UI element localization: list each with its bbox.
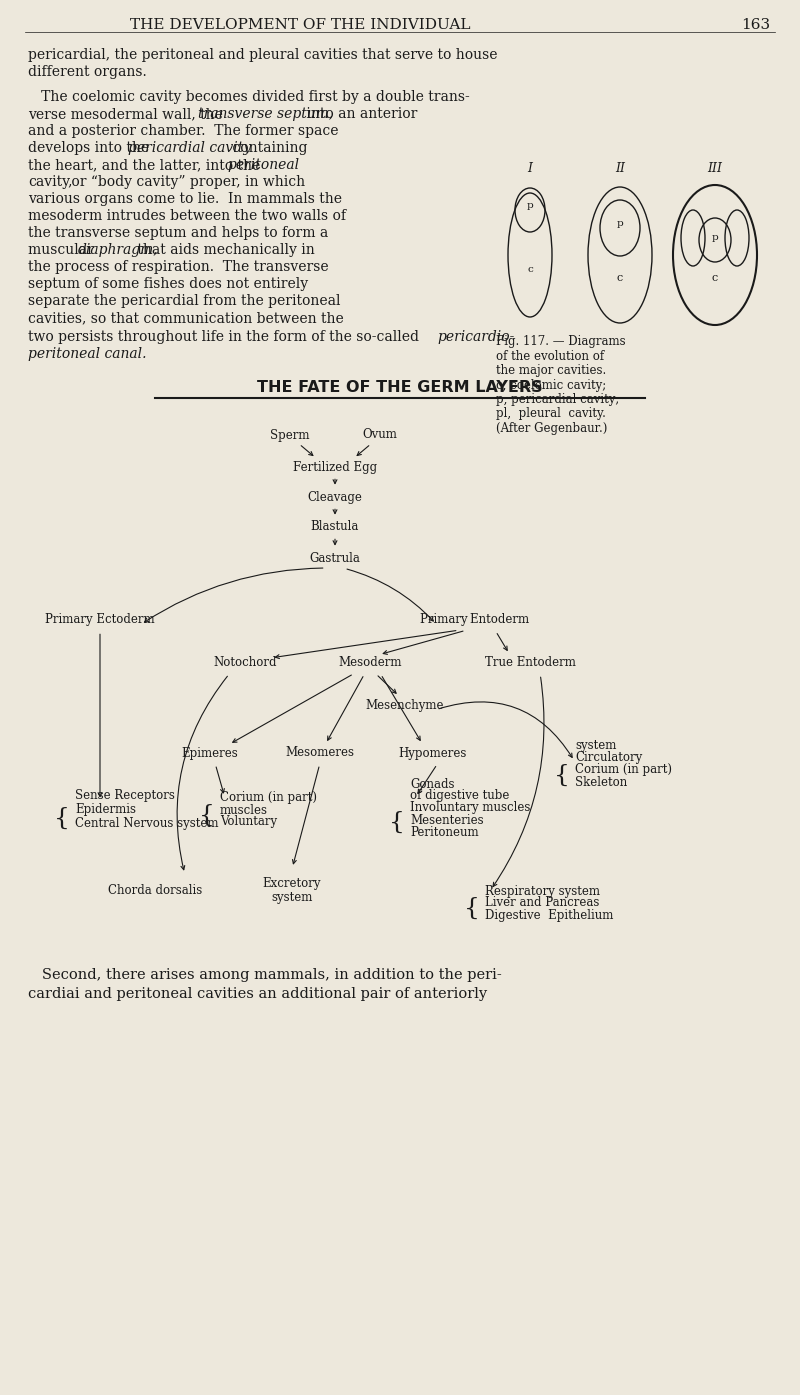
Text: of digestive tube: of digestive tube xyxy=(410,790,510,802)
Text: Digestive  Epithelium: Digestive Epithelium xyxy=(485,908,614,922)
Text: {: { xyxy=(389,810,405,833)
Text: Excretory: Excretory xyxy=(262,876,322,890)
Text: transverse septum,: transverse septum, xyxy=(198,107,334,121)
Text: Sense Receptors: Sense Receptors xyxy=(75,790,175,802)
Text: system: system xyxy=(575,739,616,752)
Text: Mesenteries: Mesenteries xyxy=(410,813,484,826)
Text: Gonads: Gonads xyxy=(410,777,454,791)
Text: Liver and Pancreas: Liver and Pancreas xyxy=(485,897,599,910)
Text: peritoneal: peritoneal xyxy=(228,158,300,172)
Text: containing: containing xyxy=(228,141,307,155)
Text: Notochord: Notochord xyxy=(214,657,277,670)
Text: Primary Entoderm: Primary Entoderm xyxy=(421,614,530,626)
Text: {: { xyxy=(464,897,480,919)
Text: Circulatory: Circulatory xyxy=(575,752,642,764)
Text: THE DEVELOPMENT OF THE INDIVIDUAL: THE DEVELOPMENT OF THE INDIVIDUAL xyxy=(130,18,470,32)
Text: muscular: muscular xyxy=(28,243,98,257)
Text: c, coelomic cavity;: c, coelomic cavity; xyxy=(496,378,606,392)
Text: septum of some fishes does not entirely: septum of some fishes does not entirely xyxy=(28,278,308,292)
Text: system: system xyxy=(271,890,313,904)
Text: Central Nervous system: Central Nervous system xyxy=(75,817,218,830)
Text: diaphragm,: diaphragm, xyxy=(78,243,158,257)
Text: p, pericardial cavity;: p, pericardial cavity; xyxy=(496,393,619,406)
Text: Sperm: Sperm xyxy=(270,428,310,441)
Text: Involuntary muscles: Involuntary muscles xyxy=(410,802,530,815)
Text: of the evolution of: of the evolution of xyxy=(496,350,604,363)
Text: Mesoderm: Mesoderm xyxy=(338,657,402,670)
Text: Skeleton: Skeleton xyxy=(575,776,627,788)
Text: p: p xyxy=(712,233,718,241)
Text: the transverse septum and helps to form a: the transverse septum and helps to form … xyxy=(28,226,328,240)
Text: 163: 163 xyxy=(741,18,770,32)
Text: the major cavities.: the major cavities. xyxy=(496,364,606,377)
Text: The coelomic cavity becomes divided first by a double trans-: The coelomic cavity becomes divided firs… xyxy=(28,91,470,105)
Text: Gastrula: Gastrula xyxy=(310,551,361,565)
Text: Peritoneum: Peritoneum xyxy=(410,826,478,838)
Text: I: I xyxy=(527,162,533,174)
Text: pericardial cavity: pericardial cavity xyxy=(128,141,251,155)
Text: Voluntary: Voluntary xyxy=(220,816,277,829)
Text: Epimeres: Epimeres xyxy=(182,746,238,759)
Text: the process of respiration.  The transverse: the process of respiration. The transver… xyxy=(28,259,329,273)
Text: Epidermis: Epidermis xyxy=(75,804,136,816)
Text: p: p xyxy=(617,219,623,229)
Text: Corium (in part): Corium (in part) xyxy=(575,763,672,777)
Text: Blastula: Blastula xyxy=(311,520,359,533)
Text: cavity,: cavity, xyxy=(28,174,73,188)
Text: Cleavage: Cleavage xyxy=(307,491,362,504)
Text: Second, there arises among mammals, in addition to the peri-: Second, there arises among mammals, in a… xyxy=(28,968,502,982)
Text: c: c xyxy=(712,273,718,283)
Text: into an anterior: into an anterior xyxy=(302,107,418,121)
Text: p: p xyxy=(526,201,534,211)
Text: verse mesodermal wall, the: verse mesodermal wall, the xyxy=(28,107,227,121)
Text: pericardio-: pericardio- xyxy=(437,331,514,345)
Text: {: { xyxy=(199,804,215,826)
Text: the heart, and the latter, into the: the heart, and the latter, into the xyxy=(28,158,265,172)
Text: peritoneal canal.: peritoneal canal. xyxy=(28,347,146,361)
Text: that aids mechanically in: that aids mechanically in xyxy=(134,243,315,257)
Text: Ovum: Ovum xyxy=(362,428,398,441)
Text: muscles: muscles xyxy=(220,804,268,816)
Text: Corium (in part): Corium (in part) xyxy=(220,791,317,805)
Text: (After Gegenbaur.): (After Gegenbaur.) xyxy=(496,423,607,435)
Text: Primary Ectoderm: Primary Ectoderm xyxy=(45,614,155,626)
Text: True Entoderm: True Entoderm xyxy=(485,657,575,670)
Text: pericardial, the peritoneal and pleural cavities that serve to house: pericardial, the peritoneal and pleural … xyxy=(28,47,498,61)
Text: and a posterior chamber.  The former space: and a posterior chamber. The former spac… xyxy=(28,124,338,138)
Text: Fertilized Egg: Fertilized Egg xyxy=(293,460,377,473)
Text: two persists throughout life in the form of the so-called: two persists throughout life in the form… xyxy=(28,331,423,345)
Text: cavities, so that communication between the: cavities, so that communication between … xyxy=(28,311,344,325)
Text: cardiai and peritoneal cavities an additional pair of anteriorly: cardiai and peritoneal cavities an addit… xyxy=(28,988,487,1002)
Text: {: { xyxy=(54,806,70,830)
Text: pl,  pleural  cavity.: pl, pleural cavity. xyxy=(496,407,606,420)
Text: III: III xyxy=(707,162,722,174)
Text: develops into the: develops into the xyxy=(28,141,154,155)
Text: c: c xyxy=(527,265,533,275)
Text: Hypomeres: Hypomeres xyxy=(399,746,467,759)
Text: separate the pericardial from the peritoneal: separate the pericardial from the perito… xyxy=(28,294,341,308)
Text: Chorda dorsalis: Chorda dorsalis xyxy=(108,884,202,897)
Text: different organs.: different organs. xyxy=(28,66,146,80)
Text: {: { xyxy=(554,763,570,787)
Text: Mesenchyme: Mesenchyme xyxy=(366,699,444,711)
Text: Fig. 117. — Diagrams: Fig. 117. — Diagrams xyxy=(496,335,626,347)
Text: mesoderm intrudes between the two walls of: mesoderm intrudes between the two walls … xyxy=(28,209,346,223)
Text: THE FATE OF THE GERM LAYERS: THE FATE OF THE GERM LAYERS xyxy=(257,379,543,395)
Text: or “body cavity” proper, in which: or “body cavity” proper, in which xyxy=(67,174,305,188)
Text: various organs come to lie.  In mammals the: various organs come to lie. In mammals t… xyxy=(28,193,342,206)
Text: Mesomeres: Mesomeres xyxy=(286,746,354,759)
Text: II: II xyxy=(615,162,625,174)
Text: c: c xyxy=(617,273,623,283)
Text: Respiratory system: Respiratory system xyxy=(485,884,600,897)
